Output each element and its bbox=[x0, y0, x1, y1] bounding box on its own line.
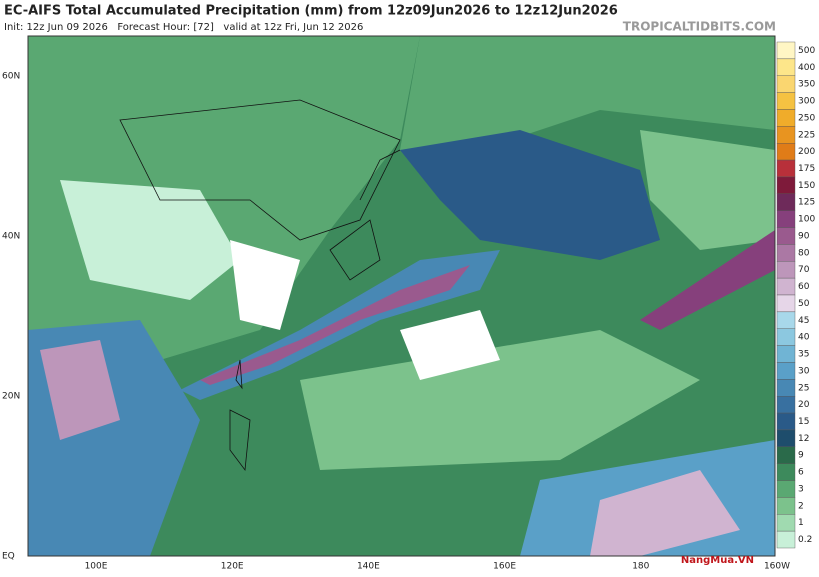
lat-label: EQ bbox=[2, 552, 15, 562]
colorbar-label: 200 bbox=[798, 147, 815, 157]
colorbar-label: 1 bbox=[798, 518, 804, 528]
colorbar-label: 400 bbox=[798, 63, 815, 73]
colorbar-box bbox=[776, 294, 796, 313]
lon-label: 100E bbox=[85, 562, 108, 572]
colorbar-label: 20 bbox=[798, 400, 810, 410]
map-field bbox=[27, 35, 776, 557]
colorbar-box bbox=[776, 328, 796, 346]
colorbar-box bbox=[776, 379, 796, 397]
colorbar-box bbox=[776, 396, 796, 414]
colorbar-label: 2 bbox=[798, 501, 804, 511]
colorbar-box bbox=[776, 429, 796, 447]
colorbar-label: 175 bbox=[798, 164, 815, 174]
colorbar-box bbox=[776, 210, 796, 228]
colorbar-label: 125 bbox=[798, 198, 815, 208]
colorbar-box bbox=[776, 530, 796, 549]
colorbar-box bbox=[776, 277, 796, 296]
colorbar-label: 9 bbox=[798, 451, 804, 461]
colorbar-label: 6 bbox=[798, 468, 804, 478]
colorbar-label: 35 bbox=[798, 350, 809, 360]
colorbar-label: 300 bbox=[798, 97, 815, 107]
colorbar-label: 90 bbox=[798, 231, 810, 241]
subtitle: Init: 12z Jun 09 2026 Forecast Hour: [72… bbox=[4, 22, 363, 33]
colorbar-box bbox=[776, 176, 796, 195]
lat-label: 60N bbox=[2, 72, 20, 82]
colorbar-box bbox=[776, 75, 796, 93]
colorbar-label: 50 bbox=[798, 299, 810, 309]
colorbar-box bbox=[776, 412, 796, 431]
colorbar-box bbox=[776, 311, 796, 329]
watermark: NangMua.VN bbox=[681, 555, 754, 566]
colorbar-label: 3 bbox=[798, 484, 804, 494]
colorbar-label: 350 bbox=[798, 80, 815, 90]
colorbar-box bbox=[776, 41, 796, 60]
colorbar-label: 40 bbox=[798, 333, 810, 343]
colorbar-box bbox=[776, 58, 796, 76]
colorbar-box bbox=[776, 497, 796, 515]
colorbar-label: 45 bbox=[798, 316, 809, 326]
colorbar-box bbox=[776, 244, 796, 262]
colorbar-label: 500 bbox=[798, 46, 815, 56]
lon-label: 140E bbox=[357, 562, 380, 572]
colorbar-label: 60 bbox=[798, 282, 810, 292]
colorbar-box bbox=[776, 109, 796, 127]
colorbar-box bbox=[776, 514, 796, 532]
colorbar-box bbox=[776, 261, 796, 279]
lon-label: 160E bbox=[493, 562, 516, 572]
colorbar-box bbox=[776, 480, 796, 498]
colorbar-label: 225 bbox=[798, 130, 815, 140]
colorbar-label: 25 bbox=[798, 383, 809, 393]
colorbar-box bbox=[776, 362, 796, 380]
colorbar-label: 150 bbox=[798, 181, 815, 191]
colorbar-box bbox=[776, 463, 796, 481]
title: EC-AIFS Total Accumulated Precipitation … bbox=[4, 4, 618, 19]
colorbar-box bbox=[776, 446, 796, 464]
colorbar-box bbox=[776, 142, 796, 161]
colorbar-box bbox=[776, 126, 796, 144]
lon-label: 120E bbox=[221, 562, 244, 572]
colorbar-label: 0.2 bbox=[798, 535, 812, 545]
colorbar-box bbox=[776, 227, 796, 245]
colorbar-label: 250 bbox=[798, 113, 815, 123]
lat-label: 20N bbox=[2, 392, 20, 402]
colorbar-label: 80 bbox=[798, 248, 810, 258]
colorbar-box bbox=[776, 193, 796, 211]
colorbar-label: 30 bbox=[798, 366, 810, 376]
site-name: TROPICALTIDBITS.COM bbox=[623, 20, 776, 34]
lat-label: 40N bbox=[2, 232, 20, 242]
colorbar-box bbox=[776, 92, 796, 110]
colorbar-label: 12 bbox=[798, 434, 809, 444]
colorbar-box bbox=[776, 159, 796, 178]
lon-label: 160W bbox=[764, 562, 790, 572]
colorbar-box bbox=[776, 345, 796, 363]
colorbar-label: 70 bbox=[798, 265, 810, 275]
lon-label: 180 bbox=[632, 562, 649, 572]
colorbar-label: 100 bbox=[798, 215, 815, 225]
colorbar-label: 15 bbox=[798, 417, 809, 427]
